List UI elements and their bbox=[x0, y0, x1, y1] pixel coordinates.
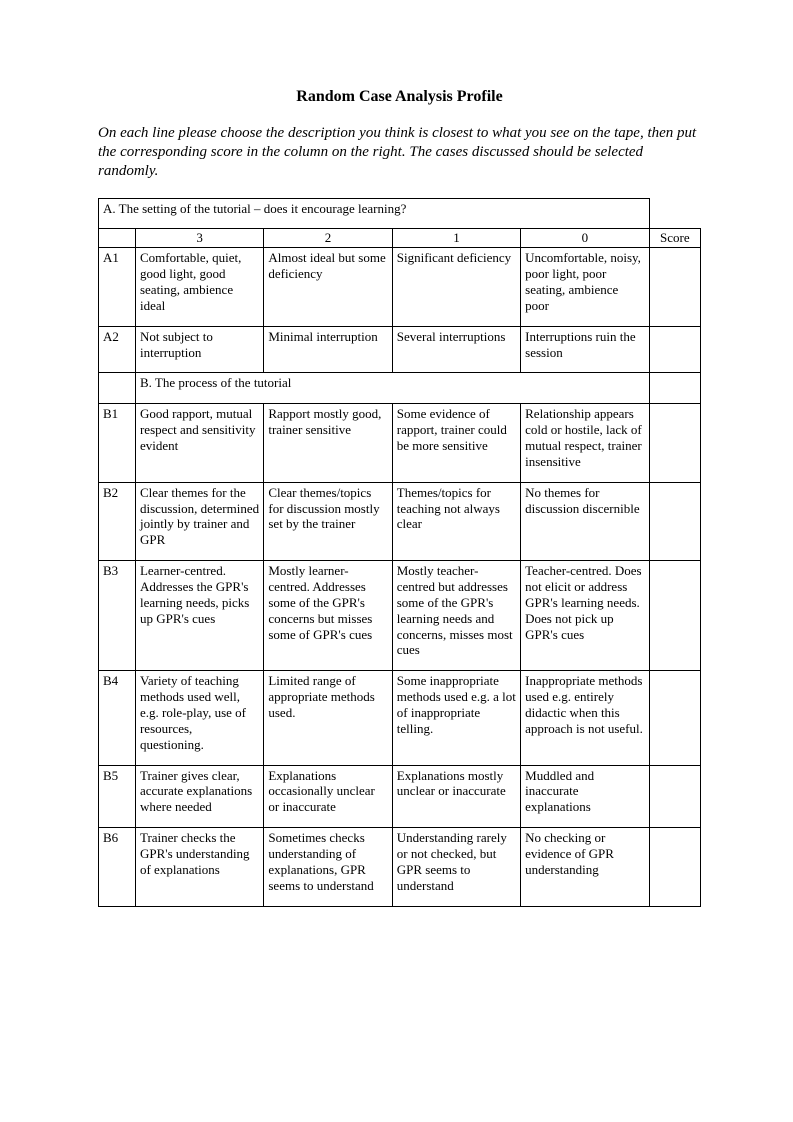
rubric-cell: Variety of teaching methods used well, e… bbox=[135, 671, 263, 765]
score-cell bbox=[649, 404, 700, 482]
rubric-cell: Several interruptions bbox=[392, 326, 520, 373]
row-id: B6 bbox=[99, 828, 136, 906]
rubric-cell: Inappropriate methods used e.g. entirely… bbox=[521, 671, 649, 765]
table-row: B1Good rapport, mutual respect and sensi… bbox=[99, 404, 701, 482]
table-row: A2Not subject to interruptionMinimal int… bbox=[99, 326, 701, 373]
table-row: A1Comfortable, quiet, good light, good s… bbox=[99, 248, 701, 326]
rubric-cell: Trainer checks the GPR's understanding o… bbox=[135, 828, 263, 906]
table-row: B6Trainer checks the GPR's understanding… bbox=[99, 828, 701, 906]
row-id: A2 bbox=[99, 326, 136, 373]
rubric-cell: Clear themes for the discussion, determi… bbox=[135, 482, 263, 560]
section-id-blank bbox=[99, 373, 136, 404]
col-head-score: Score bbox=[649, 229, 700, 248]
row-id: B3 bbox=[99, 561, 136, 671]
rubric-cell: Some evidence of rapport, trainer could … bbox=[392, 404, 520, 482]
score-cell bbox=[649, 561, 700, 671]
rubric-cell: Teacher-centred. Does not elicit or addr… bbox=[521, 561, 649, 671]
rubric-cell: Almost ideal but some deficiency bbox=[264, 248, 392, 326]
row-id: B5 bbox=[99, 765, 136, 828]
rubric-cell: Explanations mostly unclear or inaccurat… bbox=[392, 765, 520, 828]
rubric-cell: Trainer gives clear, accurate explanatio… bbox=[135, 765, 263, 828]
row-id: A1 bbox=[99, 248, 136, 326]
rubric-cell: Rapport mostly good, trainer sensitive bbox=[264, 404, 392, 482]
section-heading: B. The process of the tutorial bbox=[135, 373, 649, 404]
row-id: B2 bbox=[99, 482, 136, 560]
score-cell bbox=[649, 765, 700, 828]
table-row: B5Trainer gives clear, accurate explanat… bbox=[99, 765, 701, 828]
rubric-cell: Explanations occasionally unclear or ina… bbox=[264, 765, 392, 828]
rubric-cell: Significant deficiency bbox=[392, 248, 520, 326]
rubric-cell: Muddled and inaccurate explanations bbox=[521, 765, 649, 828]
rubric-cell: No checking or evidence of GPR understan… bbox=[521, 828, 649, 906]
section-heading-filler bbox=[649, 198, 700, 229]
section-heading: A. The setting of the tutorial – does it… bbox=[99, 198, 650, 229]
score-cell bbox=[649, 373, 700, 404]
rubric-cell: Comfortable, quiet, good light, good sea… bbox=[135, 248, 263, 326]
col-head-2: 2 bbox=[264, 229, 392, 248]
table-row: B4Variety of teaching methods used well,… bbox=[99, 671, 701, 765]
col-head-blank bbox=[99, 229, 136, 248]
rubric-cell: Learner-centred. Addresses the GPR's lea… bbox=[135, 561, 263, 671]
rubric-cell: Not subject to interruption bbox=[135, 326, 263, 373]
score-cell bbox=[649, 482, 700, 560]
page-title: Random Case Analysis Profile bbox=[98, 88, 701, 106]
rubric-cell: Interruptions ruin the session bbox=[521, 326, 649, 373]
rubric-table: A. The setting of the tutorial – does it… bbox=[98, 198, 701, 907]
score-cell bbox=[649, 828, 700, 906]
rubric-cell: No themes for discussion discernible bbox=[521, 482, 649, 560]
col-head-3: 3 bbox=[135, 229, 263, 248]
rubric-cell: Minimal interruption bbox=[264, 326, 392, 373]
col-head-0: 0 bbox=[521, 229, 649, 248]
column-header-row: 3210Score bbox=[99, 229, 701, 248]
instructions: On each line please choose the descripti… bbox=[98, 124, 701, 182]
rubric-cell: Good rapport, mutual respect and sensiti… bbox=[135, 404, 263, 482]
rubric-cell: Mostly learner-centred. Addresses some o… bbox=[264, 561, 392, 671]
rubric-cell: Clear themes/topics for discussion mostl… bbox=[264, 482, 392, 560]
rubric-cell: Sometimes checks understanding of explan… bbox=[264, 828, 392, 906]
rubric-cell: Understanding rarely or not checked, but… bbox=[392, 828, 520, 906]
section-heading-row: B. The process of the tutorial bbox=[99, 373, 701, 404]
score-cell bbox=[649, 248, 700, 326]
rubric-cell: Uncomfortable, noisy, poor light, poor s… bbox=[521, 248, 649, 326]
row-id: B4 bbox=[99, 671, 136, 765]
section-heading-row: A. The setting of the tutorial – does it… bbox=[99, 198, 701, 229]
table-row: B3Learner-centred. Addresses the GPR's l… bbox=[99, 561, 701, 671]
rubric-cell: Mostly teacher-centred but addresses som… bbox=[392, 561, 520, 671]
score-cell bbox=[649, 326, 700, 373]
rubric-cell: Themes/topics for teaching not always cl… bbox=[392, 482, 520, 560]
rubric-cell: Relationship appears cold or hostile, la… bbox=[521, 404, 649, 482]
table-row: B2Clear themes for the discussion, deter… bbox=[99, 482, 701, 560]
rubric-cell: Some inappropriate methods used e.g. a l… bbox=[392, 671, 520, 765]
col-head-1: 1 bbox=[392, 229, 520, 248]
rubric-cell: Limited range of appropriate methods use… bbox=[264, 671, 392, 765]
row-id: B1 bbox=[99, 404, 136, 482]
score-cell bbox=[649, 671, 700, 765]
